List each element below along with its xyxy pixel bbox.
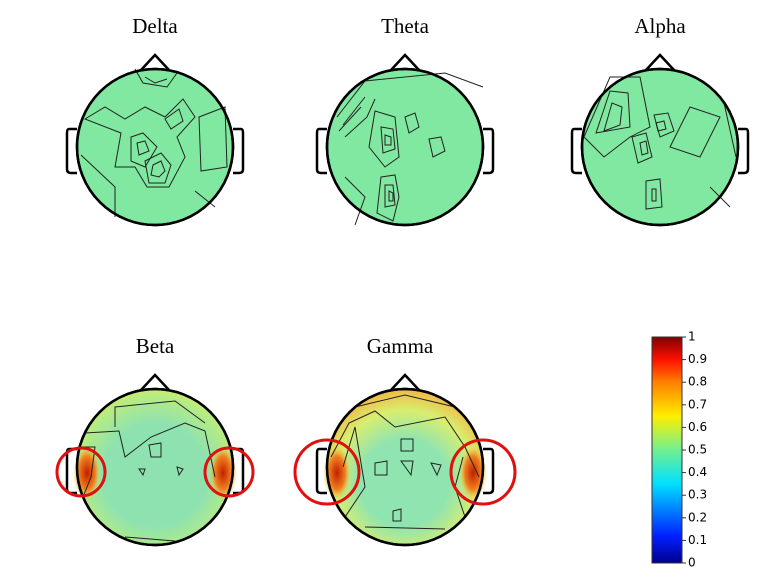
- ear: [738, 127, 750, 175]
- contour: [124, 536, 176, 542]
- contour: [164, 108, 184, 130]
- panel-title: Beta: [136, 334, 175, 358]
- panel-title: Theta: [381, 14, 429, 38]
- topomaps: [55, 53, 750, 547]
- contour: [400, 460, 414, 477]
- nose: [140, 53, 170, 71]
- contour: [138, 468, 146, 477]
- contour: [428, 136, 446, 158]
- ear: [315, 127, 327, 175]
- topomap: [293, 373, 517, 547]
- tick-label: 0.2: [688, 510, 707, 524]
- scalp-outline: [75, 387, 235, 547]
- panel-title: Alpha: [634, 14, 686, 38]
- tick-label: 0.7: [688, 397, 707, 411]
- topomap: [315, 53, 495, 227]
- highlight-circle: [293, 438, 361, 506]
- contour: [603, 102, 623, 132]
- contour: [392, 508, 402, 522]
- nose: [140, 373, 170, 391]
- scalp-outline: [325, 67, 485, 227]
- contour: [400, 438, 414, 452]
- contour: [374, 460, 388, 476]
- colorbar-ticks: 0 0.1 0.2 0.3 0.4 0.5 0.6 0.7 0.8 0.9 1: [682, 330, 707, 570]
- contour: [364, 526, 446, 530]
- panel-title: Gamma: [367, 334, 434, 358]
- contour: [595, 90, 631, 134]
- tick-label: 0.9: [688, 352, 707, 366]
- contour: [344, 176, 366, 226]
- contour: [198, 106, 228, 172]
- scalp-outline: [580, 67, 740, 227]
- contour: [148, 442, 162, 458]
- contour: [84, 422, 216, 478]
- contour: [336, 72, 484, 118]
- nose: [390, 53, 420, 71]
- contour: [404, 112, 420, 134]
- contour: [194, 190, 216, 208]
- contour: [723, 102, 737, 158]
- highlight-circle: [203, 446, 255, 498]
- tick-label: 0: [688, 556, 696, 570]
- contour: [80, 154, 116, 217]
- contour: [144, 152, 172, 184]
- contour: [150, 160, 166, 178]
- ear: [570, 127, 582, 175]
- panel-title: Delta: [132, 14, 178, 38]
- contour: [669, 106, 721, 158]
- contour: [631, 132, 653, 164]
- ear: [483, 127, 495, 175]
- contour: [81, 446, 96, 498]
- ear: [65, 127, 77, 175]
- topomap: [570, 53, 750, 227]
- contour: [114, 400, 206, 427]
- contour: [384, 184, 396, 208]
- contour: [380, 126, 396, 154]
- scalp-outline: [75, 67, 235, 227]
- tick-label: 0.3: [688, 488, 707, 502]
- contour: [338, 106, 362, 132]
- tick-label: 0.4: [688, 465, 707, 479]
- contour: [144, 76, 168, 84]
- contour: [344, 98, 376, 138]
- tick-label: 0.1: [688, 533, 707, 547]
- contour: [176, 466, 184, 477]
- contour: [645, 178, 663, 210]
- contour: [354, 394, 456, 408]
- contour: [639, 140, 649, 156]
- contour: [376, 174, 400, 222]
- topomap: [65, 53, 245, 227]
- tick-label: 0.5: [688, 443, 707, 457]
- nose: [645, 53, 675, 71]
- tick-label: 0.8: [688, 375, 707, 389]
- contour: [130, 132, 158, 168]
- contour: [655, 120, 667, 132]
- highlight-circle: [55, 446, 107, 498]
- tick-label: 0.6: [688, 420, 707, 434]
- colorbar: [651, 336, 683, 564]
- contour: [583, 76, 651, 158]
- contour: [651, 188, 657, 202]
- contour: [430, 462, 442, 477]
- contour: [368, 110, 400, 168]
- contour: [388, 190, 394, 202]
- highlight-circle: [449, 438, 517, 506]
- nose: [390, 373, 420, 391]
- contour: [136, 140, 150, 156]
- contour: [83, 98, 196, 188]
- contour: [134, 68, 178, 88]
- ear: [233, 127, 245, 175]
- contour: [384, 134, 392, 146]
- contour: [342, 96, 366, 126]
- scalp-outline: [325, 387, 485, 547]
- tick-label: 1: [688, 330, 696, 344]
- topomap: [55, 373, 255, 547]
